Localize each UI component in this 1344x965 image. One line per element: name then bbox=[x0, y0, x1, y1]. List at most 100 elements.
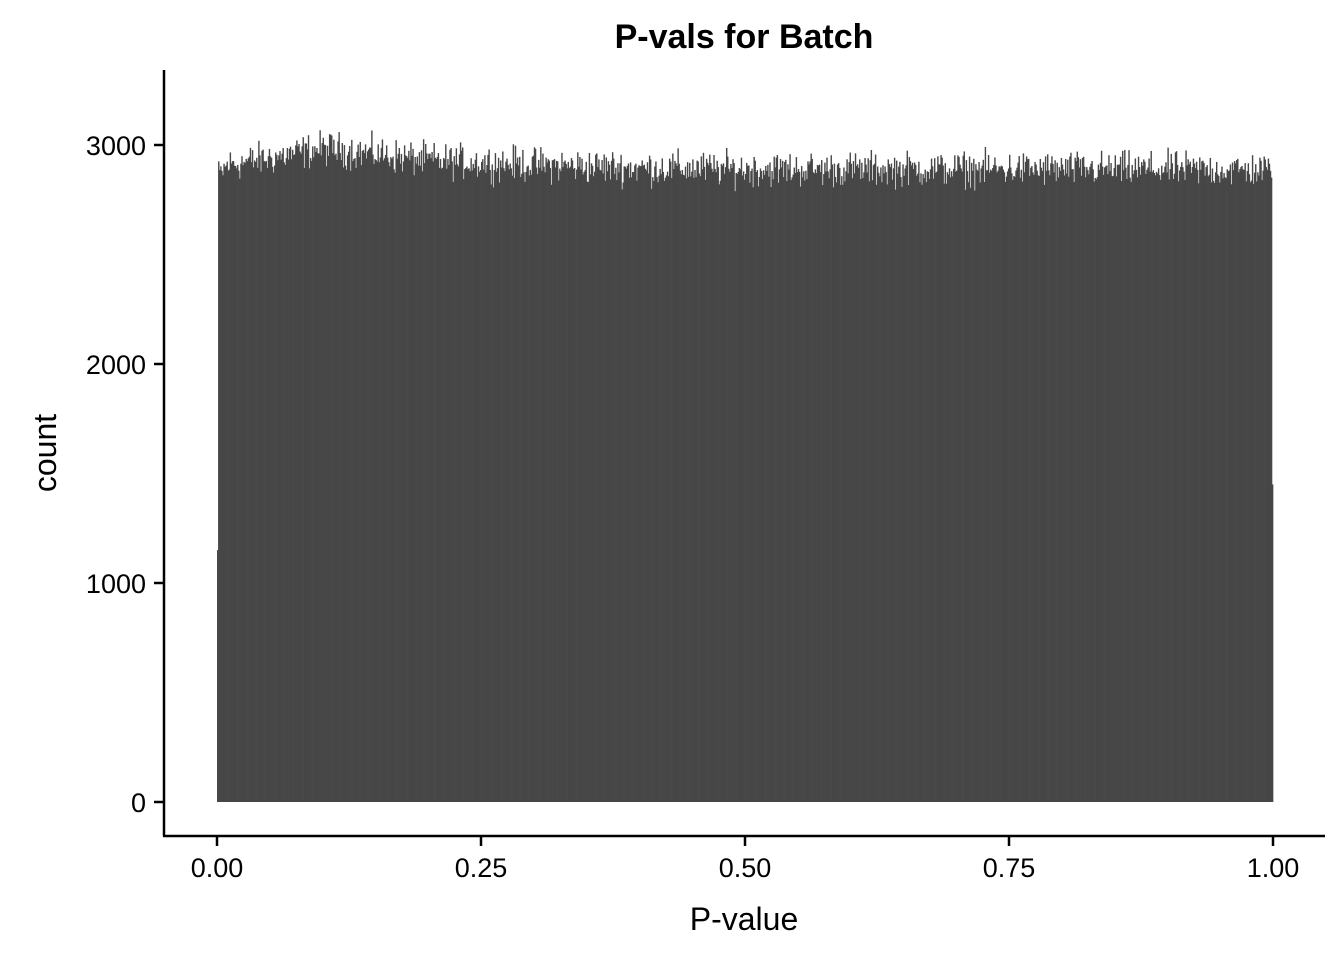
histogram-bar bbox=[1059, 170, 1062, 802]
histogram-bar bbox=[956, 170, 958, 802]
histogram-bar bbox=[847, 173, 849, 802]
x-axis-label: P-value bbox=[690, 901, 799, 937]
histogram-bar bbox=[332, 153, 334, 802]
histogram-bar bbox=[1268, 163, 1271, 802]
histogram-bar bbox=[272, 172, 275, 802]
histogram-bar bbox=[1097, 164, 1100, 802]
histogram-bar bbox=[767, 164, 769, 802]
histogram-bar bbox=[588, 152, 591, 803]
histogram-bar bbox=[250, 162, 253, 803]
histogram-bar bbox=[841, 176, 843, 802]
histogram-bar bbox=[1210, 182, 1213, 803]
histogram-bar bbox=[397, 153, 399, 803]
histogram-bar bbox=[1222, 178, 1224, 803]
histogram-bar bbox=[226, 161, 228, 802]
histogram-bar bbox=[269, 156, 272, 802]
histogram-bar bbox=[682, 174, 685, 802]
histogram-bar bbox=[1073, 182, 1075, 803]
histogram-bar bbox=[813, 173, 816, 802]
histogram-bar bbox=[1138, 166, 1141, 802]
histogram-bar bbox=[371, 130, 373, 802]
histogram-bar bbox=[1004, 181, 1007, 803]
histogram-bar bbox=[1136, 177, 1139, 803]
histogram-bar bbox=[361, 150, 364, 802]
histogram-bar bbox=[479, 170, 482, 802]
histogram-bar bbox=[967, 182, 970, 803]
histogram-bar bbox=[375, 159, 377, 803]
histogram-bar bbox=[579, 156, 581, 803]
histogram-bar bbox=[288, 148, 291, 802]
histogram-bar bbox=[929, 169, 932, 802]
histogram-bar bbox=[741, 175, 744, 802]
histogram-bar bbox=[1055, 181, 1057, 802]
histogram-bar bbox=[920, 173, 922, 803]
histogram-bar bbox=[988, 172, 991, 802]
histogram-bar bbox=[217, 550, 219, 802]
histogram-bar bbox=[1135, 169, 1138, 802]
histogram-bar bbox=[1042, 162, 1045, 802]
histogram-bar bbox=[313, 157, 315, 803]
histogram-bar bbox=[500, 160, 502, 803]
histogram-bar bbox=[322, 137, 325, 802]
histogram-bar bbox=[240, 163, 242, 802]
histogram-bar bbox=[890, 163, 893, 802]
histogram-bar bbox=[793, 167, 795, 802]
histogram-bar bbox=[904, 168, 906, 802]
histogram-bar bbox=[832, 187, 835, 803]
histogram-bar bbox=[329, 134, 332, 802]
histogram-bar bbox=[427, 159, 429, 803]
histogram-bar bbox=[684, 166, 687, 803]
histogram-bar bbox=[732, 159, 734, 803]
histogram-bar bbox=[995, 165, 997, 803]
histogram-bar bbox=[1036, 170, 1038, 802]
histogram-bar bbox=[1176, 164, 1179, 802]
histogram-bar bbox=[255, 161, 257, 803]
histogram-bar bbox=[334, 155, 336, 802]
histogram-bar bbox=[1213, 182, 1216, 802]
histogram-bar bbox=[901, 186, 903, 803]
histogram-bar bbox=[414, 156, 416, 803]
histogram-bar bbox=[1252, 183, 1255, 802]
histogram-bar bbox=[513, 178, 516, 802]
histogram-bar bbox=[483, 169, 485, 803]
histogram-bar bbox=[1177, 181, 1180, 802]
histogram-bar bbox=[1190, 173, 1193, 802]
histogram-bar bbox=[897, 173, 899, 802]
histogram-bar bbox=[341, 143, 344, 802]
histogram-bar bbox=[1134, 158, 1137, 802]
histogram-bar bbox=[785, 159, 787, 802]
histogram-bar bbox=[469, 171, 471, 803]
histogram-bar bbox=[432, 161, 434, 802]
histogram-bar bbox=[308, 168, 311, 802]
histogram-bar bbox=[1081, 157, 1084, 802]
histogram-bar bbox=[625, 168, 628, 802]
histogram-bar bbox=[1153, 172, 1156, 803]
histogram-bar bbox=[772, 179, 774, 803]
histogram-bar bbox=[410, 142, 412, 803]
histogram-bar bbox=[949, 177, 952, 802]
histogram-bar bbox=[791, 177, 793, 803]
histogram-bar bbox=[938, 164, 940, 802]
histogram-bar bbox=[679, 170, 681, 803]
histogram-bar bbox=[959, 164, 961, 802]
histogram-bar bbox=[746, 162, 748, 803]
histogram-bar bbox=[327, 155, 330, 802]
histogram-bar bbox=[459, 142, 462, 803]
histogram-bar bbox=[1070, 152, 1072, 803]
histogram-bar bbox=[495, 171, 498, 802]
histogram-bar bbox=[762, 170, 765, 802]
histogram-bar bbox=[426, 153, 428, 803]
histogram-bar bbox=[728, 168, 730, 802]
histogram-bar bbox=[406, 156, 408, 803]
histogram-bar bbox=[1250, 180, 1253, 802]
histogram-bar bbox=[1039, 158, 1042, 803]
histogram-bar bbox=[676, 165, 678, 802]
histogram-bar bbox=[716, 160, 718, 802]
histogram-bar bbox=[1040, 167, 1043, 802]
histogram-bar bbox=[372, 154, 374, 802]
histogram-bar bbox=[735, 172, 737, 803]
histogram-bar bbox=[1199, 157, 1201, 802]
histogram-bar bbox=[275, 152, 277, 803]
histogram-bar bbox=[416, 156, 418, 802]
histogram-bar bbox=[908, 157, 911, 802]
